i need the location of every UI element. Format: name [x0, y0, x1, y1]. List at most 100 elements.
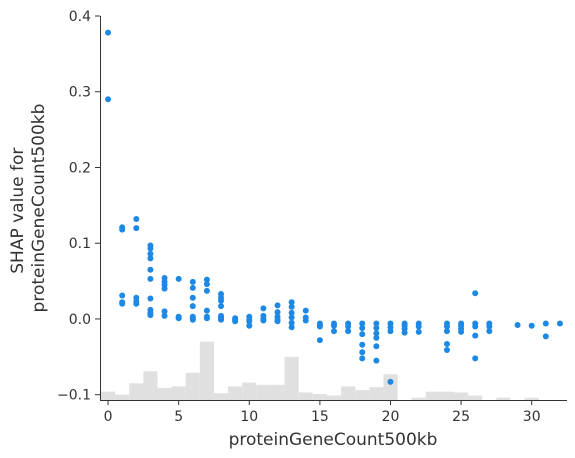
data-point [147, 250, 154, 257]
data-point [514, 322, 521, 329]
data-point [260, 317, 267, 324]
histogram-bar [199, 341, 214, 400]
data-point [274, 318, 281, 325]
data-point [105, 29, 112, 36]
data-point [133, 215, 140, 222]
data-point [175, 315, 182, 322]
data-point [373, 325, 380, 332]
histogram-bar [242, 382, 257, 400]
data-point [401, 329, 408, 336]
data-point [288, 319, 295, 326]
data-point [472, 323, 479, 330]
data-point [218, 297, 225, 304]
histogram-bar [115, 394, 130, 400]
data-point [443, 328, 450, 335]
data-point [316, 337, 323, 344]
histogram-bar [524, 397, 539, 400]
histogram-bar [213, 393, 229, 400]
histogram-bar [256, 384, 271, 400]
y-tick-label: 0.4 [69, 9, 91, 25]
data-point [359, 349, 366, 356]
data-point [161, 308, 168, 315]
x-axis-label: proteinGeneCount500kb [229, 430, 438, 450]
data-point [203, 276, 210, 283]
data-point [288, 324, 295, 331]
x-tick-label: 20 [382, 409, 400, 425]
data-point [359, 341, 366, 348]
histogram-bar [439, 391, 455, 400]
data-point [189, 294, 196, 301]
histogram-bar [270, 384, 285, 400]
data-point [119, 226, 126, 233]
data-point [316, 323, 323, 330]
histogram-bar [101, 391, 116, 400]
data-point [443, 323, 450, 330]
data-point [119, 300, 126, 307]
data-point [288, 303, 295, 310]
histogram-bar [369, 387, 384, 400]
data-point [288, 309, 295, 316]
histogram-bar [355, 390, 370, 400]
data-point [415, 323, 422, 330]
histogram-bar [312, 393, 327, 400]
data-point [302, 317, 309, 324]
data-point [189, 316, 196, 323]
data-point [542, 320, 549, 327]
data-point [486, 323, 493, 330]
data-point [373, 357, 380, 364]
y-axis-label-line-2: proteinGeneCount500kb [29, 104, 49, 313]
histogram-bar [129, 383, 144, 400]
histogram-bar [171, 386, 186, 400]
data-point [556, 320, 563, 327]
y-tick-label: 0.1 [69, 236, 91, 252]
histogram-bar [411, 397, 426, 400]
histogram [101, 341, 539, 400]
data-point [147, 275, 154, 282]
data-point [147, 245, 154, 252]
data-point [542, 333, 549, 340]
y-tick-label: −0.1 [57, 388, 91, 404]
histogram-bar [454, 392, 469, 400]
histogram-bar [383, 374, 398, 400]
data-point [288, 314, 295, 321]
data-point [288, 299, 295, 306]
data-point [359, 355, 366, 362]
histogram-bar [143, 371, 158, 400]
histogram-bar [157, 387, 172, 400]
data-point [345, 328, 352, 335]
data-point [373, 330, 380, 337]
data-point [331, 328, 337, 335]
data-point [373, 334, 380, 341]
data-point [133, 225, 140, 232]
histogram-bar [425, 391, 440, 400]
data-point [147, 255, 154, 262]
x-tick-label: 10 [240, 409, 258, 425]
data-point [133, 300, 140, 307]
data-point [189, 278, 196, 285]
data-point [161, 312, 168, 319]
data-point [472, 355, 479, 362]
histogram-bar [298, 392, 313, 400]
data-point [218, 316, 225, 323]
y-tick-label: 0.2 [69, 160, 91, 176]
histogram-bar [341, 386, 356, 400]
data-point [415, 328, 422, 335]
x-tick-label: 25 [452, 409, 470, 425]
data-point [345, 323, 352, 330]
data-point [458, 328, 465, 335]
data-point [260, 305, 267, 312]
data-point [147, 266, 154, 273]
data-point [218, 303, 225, 310]
data-point [373, 320, 380, 327]
data-point [189, 284, 196, 291]
data-point [359, 320, 366, 327]
data-point [359, 331, 366, 338]
data-point [528, 322, 535, 329]
data-point [443, 347, 450, 354]
data-point [147, 295, 154, 302]
data-point [189, 303, 196, 310]
x-axis-ticks: 0 5 10 15 20 25 30 [104, 400, 541, 425]
data-point [359, 325, 366, 332]
histogram-bar [284, 356, 299, 400]
data-point [331, 322, 337, 329]
